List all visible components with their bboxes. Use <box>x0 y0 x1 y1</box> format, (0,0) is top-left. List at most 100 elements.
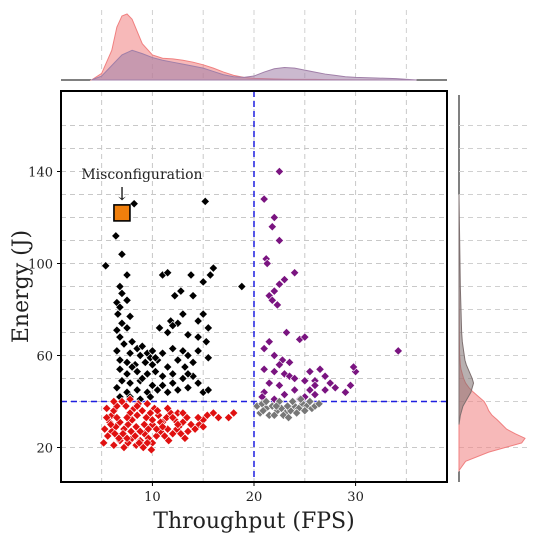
data-point <box>122 357 132 368</box>
data-point <box>112 346 122 356</box>
data-point <box>152 385 163 395</box>
series-2 <box>257 166 403 404</box>
data-point <box>106 419 116 430</box>
data-point <box>125 311 135 322</box>
main-scatter-plot: 10 20 30 20 60 100 140 Misconfiguration ↓ <box>28 90 448 505</box>
data-point <box>205 270 215 280</box>
data-point <box>300 406 310 416</box>
data-point <box>200 196 210 207</box>
annotation-label: Misconfiguration <box>81 167 202 183</box>
data-point <box>300 376 310 386</box>
data-point <box>267 222 277 232</box>
data-point <box>290 268 300 278</box>
data-point <box>183 330 193 340</box>
data-point <box>305 396 315 407</box>
y-tick-labels: 20 60 100 140 <box>28 166 61 457</box>
data-point <box>119 339 129 349</box>
data-point <box>147 346 158 356</box>
data-point <box>296 394 306 404</box>
data-point <box>147 360 158 370</box>
data-point <box>117 318 127 328</box>
data-point <box>264 378 274 388</box>
data-point <box>122 270 132 280</box>
data-point <box>168 378 178 388</box>
data-point <box>115 302 125 312</box>
data-point <box>132 366 142 377</box>
y-axis-title: Energy (J) <box>9 230 34 343</box>
x-tick-label: 30 <box>347 490 364 505</box>
data-point <box>173 419 183 430</box>
data-point <box>142 399 152 409</box>
data-point <box>125 394 135 404</box>
data-point <box>201 337 211 347</box>
data-point <box>223 412 234 423</box>
data-point <box>125 348 135 358</box>
data-point <box>115 281 125 292</box>
data-point <box>125 378 135 388</box>
data-point <box>281 327 292 338</box>
data-point <box>272 300 282 310</box>
data-point <box>183 369 193 379</box>
data-point <box>132 410 142 420</box>
data-point <box>117 288 127 299</box>
data-point <box>150 366 161 377</box>
data-point <box>269 212 279 223</box>
data-point <box>99 438 109 448</box>
data-point <box>178 346 188 356</box>
data-point <box>163 268 173 278</box>
data-point <box>283 412 294 423</box>
data-point <box>102 403 112 414</box>
data-point <box>193 316 203 326</box>
data-point <box>267 295 277 305</box>
data-point <box>168 412 178 423</box>
data-point <box>127 362 137 372</box>
data-point <box>203 353 213 363</box>
data-point <box>122 433 132 443</box>
data-point <box>284 357 295 368</box>
data-point <box>180 362 190 372</box>
data-point <box>325 378 335 388</box>
data-point <box>183 383 193 393</box>
data-point <box>100 424 110 434</box>
data-point <box>112 383 122 393</box>
data-point <box>198 422 208 432</box>
data-point <box>279 274 290 285</box>
data-point <box>229 408 239 418</box>
data-point <box>146 445 157 455</box>
data-point <box>178 408 188 418</box>
data-point <box>315 364 325 374</box>
data-point <box>290 385 300 395</box>
data-point <box>305 366 315 377</box>
data-point <box>170 291 180 301</box>
data-point <box>157 371 168 381</box>
x-tick-labels: 10 20 30 <box>144 482 364 505</box>
data-point <box>269 410 279 420</box>
data-point <box>269 286 279 296</box>
data-point <box>310 389 320 400</box>
data-point <box>198 277 208 287</box>
misconfiguration-annotation: Misconfiguration ↓ <box>81 167 203 222</box>
data-point <box>142 438 152 448</box>
data-point <box>152 406 163 416</box>
data-point <box>142 369 152 379</box>
data-point <box>163 387 173 397</box>
data-point <box>193 346 203 356</box>
data-point <box>193 412 203 423</box>
data-point <box>173 385 183 395</box>
data-point <box>176 286 186 296</box>
data-point <box>290 373 300 384</box>
y-tick-label: 20 <box>36 442 53 457</box>
data-point <box>168 369 178 379</box>
data-point <box>122 412 132 423</box>
data-point <box>261 396 271 407</box>
data-point <box>122 369 132 379</box>
data-point <box>330 383 340 393</box>
data-point <box>188 357 198 368</box>
data-point <box>259 194 269 204</box>
data-point <box>157 422 168 432</box>
data-point <box>203 323 213 333</box>
data-point <box>274 279 285 289</box>
data-point <box>300 332 310 342</box>
data-point <box>320 385 330 395</box>
data-point <box>178 309 188 319</box>
